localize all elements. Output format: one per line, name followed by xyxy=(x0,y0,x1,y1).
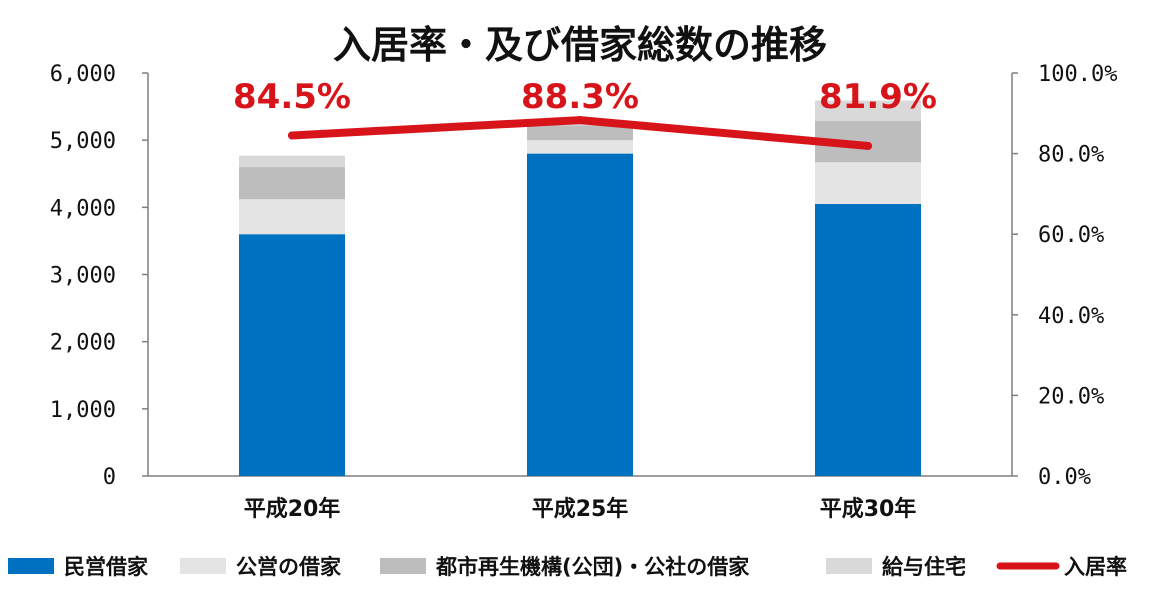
line-data-label: 88.3% xyxy=(521,77,639,117)
legend-swatch xyxy=(826,558,872,574)
bar-segment xyxy=(527,125,633,141)
line-data-label: 81.9% xyxy=(819,77,937,117)
y-left-tick-label: 3,000 xyxy=(50,264,116,289)
y-right-tick-label: 60.0% xyxy=(1038,223,1104,248)
legend-label: 入居率 xyxy=(1064,555,1127,579)
y-left-tick-label: 6,000 xyxy=(50,62,116,87)
bar-segment xyxy=(815,203,921,476)
y-left-tick-label: 5,000 xyxy=(50,129,116,154)
y-right-tick-label: 80.0% xyxy=(1038,143,1104,168)
bar-segment xyxy=(527,153,633,476)
legend-label: 都市再生機構(公団)・公社の借家 xyxy=(435,555,750,579)
legend-swatch xyxy=(180,558,226,574)
y-right-tick-label: 0.0% xyxy=(1038,465,1091,490)
bar-segment xyxy=(527,140,633,154)
legend-swatch xyxy=(380,558,426,574)
y-left-tick-label: 0 xyxy=(103,465,116,490)
y-left-tick-label: 4,000 xyxy=(50,196,116,221)
x-tick-label: 平成30年 xyxy=(820,496,917,522)
bar-segment xyxy=(815,100,921,121)
y-right-tick-label: 20.0% xyxy=(1038,384,1104,409)
y-left-tick-label: 2,000 xyxy=(50,331,116,356)
y-left-tick-label: 1,000 xyxy=(50,398,116,423)
bar-segment xyxy=(815,162,921,204)
legend-label: 給与住宅 xyxy=(882,555,966,579)
chart-title: 入居率・及び借家総数の推移 xyxy=(333,23,827,67)
legend-swatch xyxy=(8,558,54,574)
axes: 0 1,000 2,000 3,000 4,000 5,000 6,000 0.0% 20.0%… xyxy=(50,62,1118,522)
occupancy-line: 84.5% 88.3% 81.9% xyxy=(233,77,937,150)
bar-segment xyxy=(239,234,345,476)
line-point xyxy=(576,116,584,125)
bar-segment xyxy=(239,155,345,168)
legend-label: 公営の借家 xyxy=(236,555,342,579)
bar-segment xyxy=(239,199,345,235)
legend-label: 民営借家 xyxy=(64,555,149,579)
x-tick-label: 平成25年 xyxy=(532,496,629,522)
bar-stacks xyxy=(239,100,921,476)
y-right-tick-label: 100.0% xyxy=(1038,62,1117,87)
line-point xyxy=(864,141,872,150)
line-point xyxy=(288,131,296,140)
legend: 民営借家 公営の借家 都市再生機構(公団)・公社の借家 給与住宅 入居率 xyxy=(8,555,1127,579)
x-tick-label: 平成20年 xyxy=(244,496,341,522)
y-right-tick-label: 40.0% xyxy=(1038,304,1104,329)
line-data-label: 84.5% xyxy=(233,77,351,117)
bar-segment xyxy=(239,167,345,200)
